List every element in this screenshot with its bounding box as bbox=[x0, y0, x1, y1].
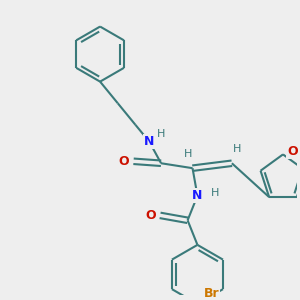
Text: H: H bbox=[157, 129, 165, 139]
Text: H: H bbox=[183, 149, 192, 159]
Text: O: O bbox=[145, 209, 156, 222]
Text: O: O bbox=[287, 145, 298, 158]
Text: N: N bbox=[144, 135, 154, 148]
Text: H: H bbox=[211, 188, 219, 198]
Text: Br: Br bbox=[203, 286, 219, 300]
Text: O: O bbox=[118, 155, 129, 168]
Text: N: N bbox=[192, 189, 203, 202]
Text: H: H bbox=[232, 145, 241, 154]
